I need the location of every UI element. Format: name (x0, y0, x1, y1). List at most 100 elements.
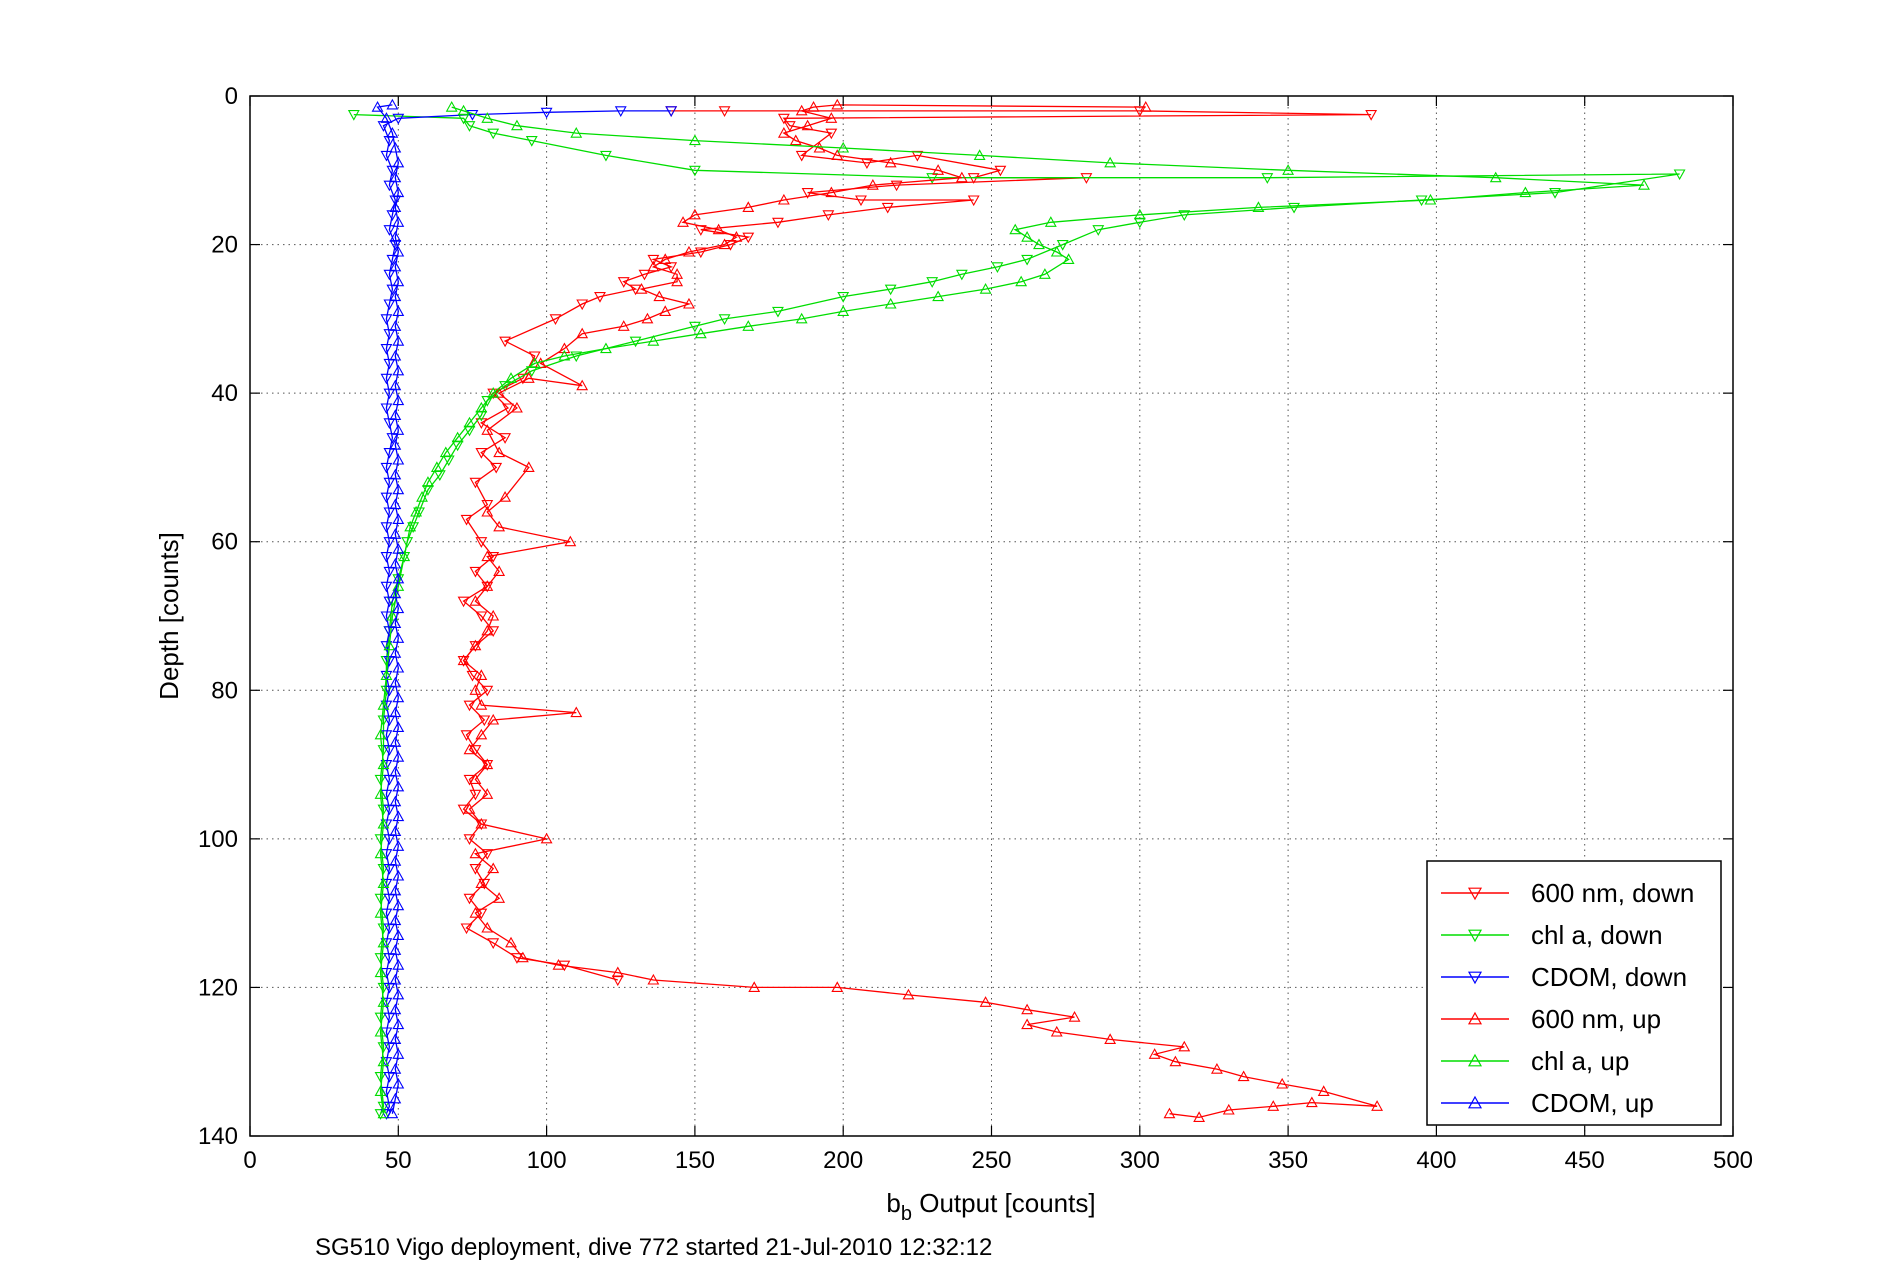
data-point (475, 410, 488, 422)
data-point (392, 899, 405, 911)
data-point (383, 685, 396, 697)
data-point (475, 418, 488, 429)
data-point (683, 245, 695, 257)
data-point (374, 774, 387, 786)
data-point (460, 730, 473, 741)
x-axis-label-subscript: b (901, 1203, 912, 1225)
data-point (374, 1085, 387, 1096)
legend: 600 nm, down chl a, down CDOM, down 600 nm,… (1426, 860, 1722, 1126)
data-point (1424, 193, 1437, 205)
x-tick-label: 300 (1120, 1147, 1160, 1174)
data-point (1178, 210, 1191, 221)
data-point (389, 231, 402, 242)
data-point (392, 721, 405, 732)
data-point (487, 609, 500, 621)
data-point (380, 112, 393, 123)
data-point (478, 715, 491, 727)
data-point (383, 596, 396, 608)
data-point (611, 966, 624, 978)
data-point (1009, 223, 1022, 235)
data-point (641, 312, 654, 324)
data-point (389, 617, 402, 628)
data-point (505, 372, 517, 383)
data-point (392, 513, 405, 524)
x-tick-label: 100 (527, 1147, 567, 1174)
legend-item: chl a, up (1441, 1046, 1629, 1076)
data-point (499, 433, 512, 444)
data-point (389, 141, 402, 153)
data-point (967, 195, 980, 207)
legend-marker (1467, 971, 1483, 985)
axis-ticks: 0 50 100 150 200 250 300 350 400 450 500 0 20 40 60 80 1… (198, 83, 1753, 1174)
data-point (377, 745, 390, 756)
data-point (392, 661, 405, 673)
data-point (380, 150, 393, 162)
data-point (932, 290, 945, 302)
x-tick-label: 50 (385, 1147, 412, 1174)
data-point (490, 462, 503, 474)
data-point (884, 284, 897, 296)
data-point (795, 104, 808, 116)
data-point (475, 877, 488, 888)
data-point (416, 491, 428, 502)
y-tick-label: 60 (211, 529, 238, 556)
data-point (389, 171, 402, 183)
data-point (377, 864, 390, 875)
y-tick-label: 40 (211, 380, 238, 407)
data-point (973, 149, 986, 160)
data-point (932, 164, 945, 175)
data-point (445, 101, 458, 112)
data-point (1038, 268, 1051, 279)
data-point (1489, 171, 1502, 183)
data-point (502, 403, 514, 415)
data-point (389, 765, 402, 777)
data-point (383, 1072, 396, 1083)
data-point (469, 639, 482, 651)
data-point (374, 1025, 387, 1037)
data-point (392, 1048, 405, 1059)
data-point (392, 216, 405, 227)
data-point (653, 290, 666, 302)
data-point (1033, 238, 1045, 250)
data-point (377, 936, 390, 948)
data-point (392, 424, 405, 435)
data-point (617, 320, 630, 331)
data-point (855, 195, 867, 207)
data-point (677, 216, 689, 227)
data-point (1305, 1096, 1318, 1108)
data-point (688, 321, 701, 333)
data-point (389, 795, 402, 807)
data-point (383, 774, 396, 786)
data-point (383, 626, 396, 637)
data-point (469, 684, 482, 695)
x-tick-label: 500 (1713, 1147, 1753, 1174)
data-point (505, 936, 517, 948)
data-point (522, 372, 535, 383)
data-point (383, 566, 396, 578)
data-point (481, 849, 494, 860)
data-point (576, 379, 589, 391)
data-point (380, 344, 393, 355)
data-point (777, 127, 790, 138)
data-point (463, 834, 476, 845)
legend-marker (1467, 1011, 1483, 1025)
data-point (377, 1107, 390, 1119)
data-point (389, 240, 402, 251)
y-tick-label: 0 (225, 83, 238, 110)
data-point (377, 996, 390, 1007)
data-point (380, 462, 393, 474)
data-point (383, 329, 396, 340)
data-point (837, 141, 850, 153)
data-point (463, 425, 476, 437)
x-axis-label: bb Output [counts] (886, 1188, 1095, 1225)
data-point (493, 565, 506, 576)
data-point (1276, 1077, 1289, 1089)
data-point (383, 1101, 396, 1113)
legend-item: 600 nm, down (1441, 878, 1694, 908)
legend-label: 600 nm, up (1531, 1004, 1661, 1034)
data-point (383, 982, 396, 994)
data-point (457, 113, 470, 125)
data-point (389, 201, 402, 212)
data-point (516, 951, 529, 963)
